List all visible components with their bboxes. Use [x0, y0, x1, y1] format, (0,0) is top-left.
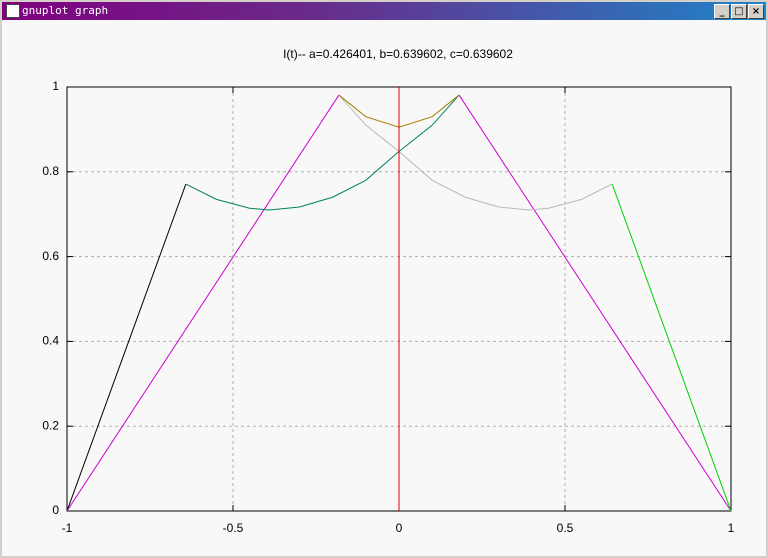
series-line — [66, 183, 187, 512]
x-tick-label: 0 — [396, 521, 403, 535]
series-line — [458, 94, 732, 512]
series-line — [66, 94, 340, 512]
x-tick-label: -1 — [62, 521, 73, 535]
chart-title: I(t)-- a=0.426401, b=0.639602, c=0.63960… — [283, 47, 513, 61]
y-tick-label: 0.6 — [42, 249, 59, 263]
y-tick-label: 0.4 — [42, 334, 59, 348]
minimize-button[interactable]: _ — [714, 4, 730, 19]
chart: I(t)-- a=0.426401, b=0.639602, c=0.63960… — [2, 20, 766, 556]
window-icon — [6, 4, 20, 18]
title-bar: gnuplot graph _ □ × — [2, 2, 766, 20]
window-title: gnuplot graph — [22, 4, 109, 17]
series-line — [338, 94, 613, 211]
maximize-button[interactable]: □ — [731, 4, 747, 19]
series-line — [185, 94, 460, 211]
y-tick-label: 0.8 — [42, 164, 59, 178]
x-tick-label: -0.5 — [223, 521, 244, 535]
close-button[interactable]: × — [748, 4, 764, 19]
y-tick-label: 1 — [52, 79, 59, 93]
x-tick-label: 1 — [728, 521, 735, 535]
y-tick-label: 0 — [52, 503, 59, 517]
series-line — [611, 183, 732, 512]
y-tick-label: 0.2 — [42, 418, 59, 432]
x-tick-label: 0.5 — [557, 521, 574, 535]
